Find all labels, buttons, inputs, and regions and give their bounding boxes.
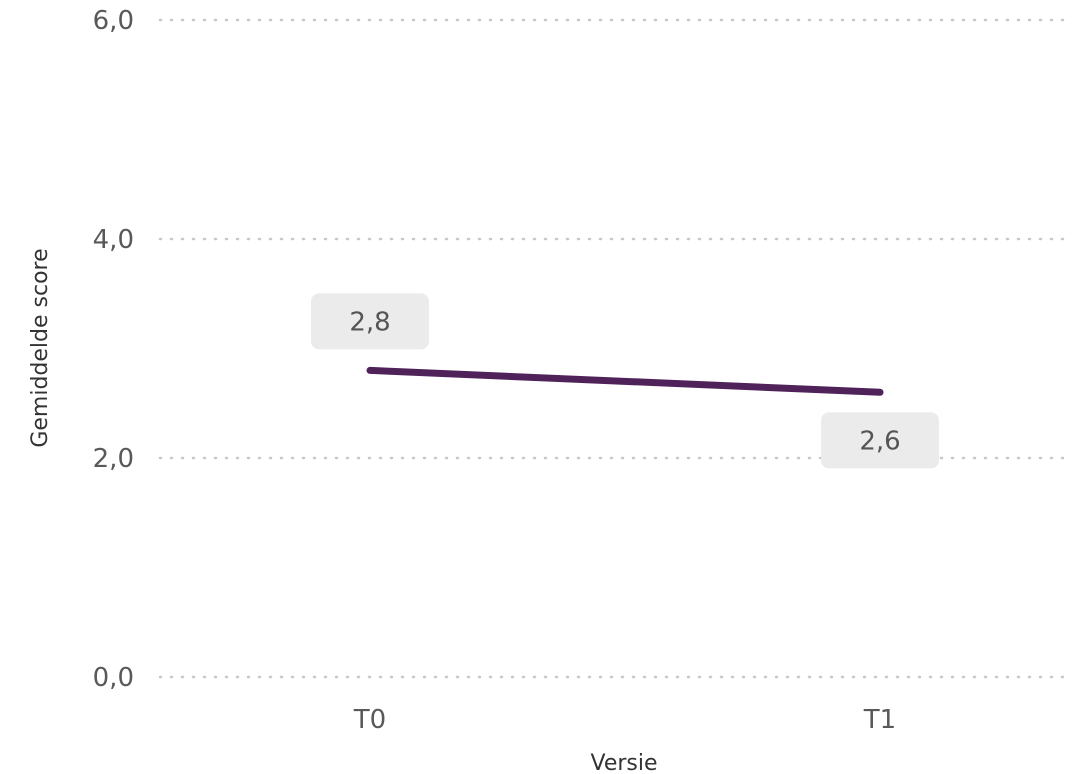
data-label-text: 2,8 xyxy=(349,307,390,337)
y-axis-title: Gemiddelde score xyxy=(28,248,53,447)
x-tick-label: T1 xyxy=(863,705,896,735)
y-tick-label: 2,0 xyxy=(93,444,134,474)
data-label: 2,6 xyxy=(821,412,939,469)
y-tick-label: 4,0 xyxy=(93,225,134,255)
y-tick-label: 0,0 xyxy=(93,663,134,693)
gridlines xyxy=(158,18,1070,679)
data-labels: 2,8 2,6 xyxy=(311,293,939,469)
series-lines xyxy=(366,366,884,396)
x-tick-label: T0 xyxy=(353,705,386,735)
y-tick-label: 6,0 xyxy=(93,6,134,36)
x-axis-tick-labels: T0 T1 xyxy=(353,705,896,735)
data-label: 2,8 xyxy=(311,293,429,350)
data-label-background xyxy=(821,412,939,469)
x-axis-title: Versie xyxy=(590,751,657,774)
series-line xyxy=(366,366,884,396)
data-label-background xyxy=(311,293,429,350)
y-axis-tick-labels: 0,0 2,0 4,0 6,0 xyxy=(93,6,134,693)
data-label-text: 2,6 xyxy=(859,426,900,456)
